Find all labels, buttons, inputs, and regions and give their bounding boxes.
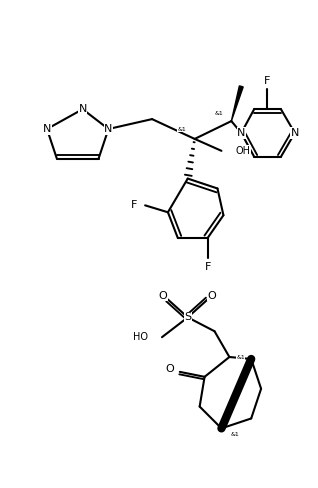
Text: N: N xyxy=(104,124,113,134)
Text: S: S xyxy=(184,312,191,323)
Text: HO: HO xyxy=(133,332,148,342)
Text: &1: &1 xyxy=(231,432,240,437)
Text: F: F xyxy=(131,201,137,210)
Text: N: N xyxy=(79,104,87,114)
Text: O: O xyxy=(166,364,174,374)
Text: O: O xyxy=(159,290,167,301)
Text: N: N xyxy=(291,128,299,138)
Polygon shape xyxy=(232,86,243,121)
Text: F: F xyxy=(204,262,211,272)
Text: &1: &1 xyxy=(177,126,186,131)
Text: &1: &1 xyxy=(215,111,224,116)
Text: OH: OH xyxy=(235,146,250,156)
Text: N: N xyxy=(237,128,245,138)
Text: &1: &1 xyxy=(236,354,245,360)
Text: N: N xyxy=(43,124,51,134)
Text: O: O xyxy=(207,290,216,301)
Text: F: F xyxy=(264,77,270,86)
